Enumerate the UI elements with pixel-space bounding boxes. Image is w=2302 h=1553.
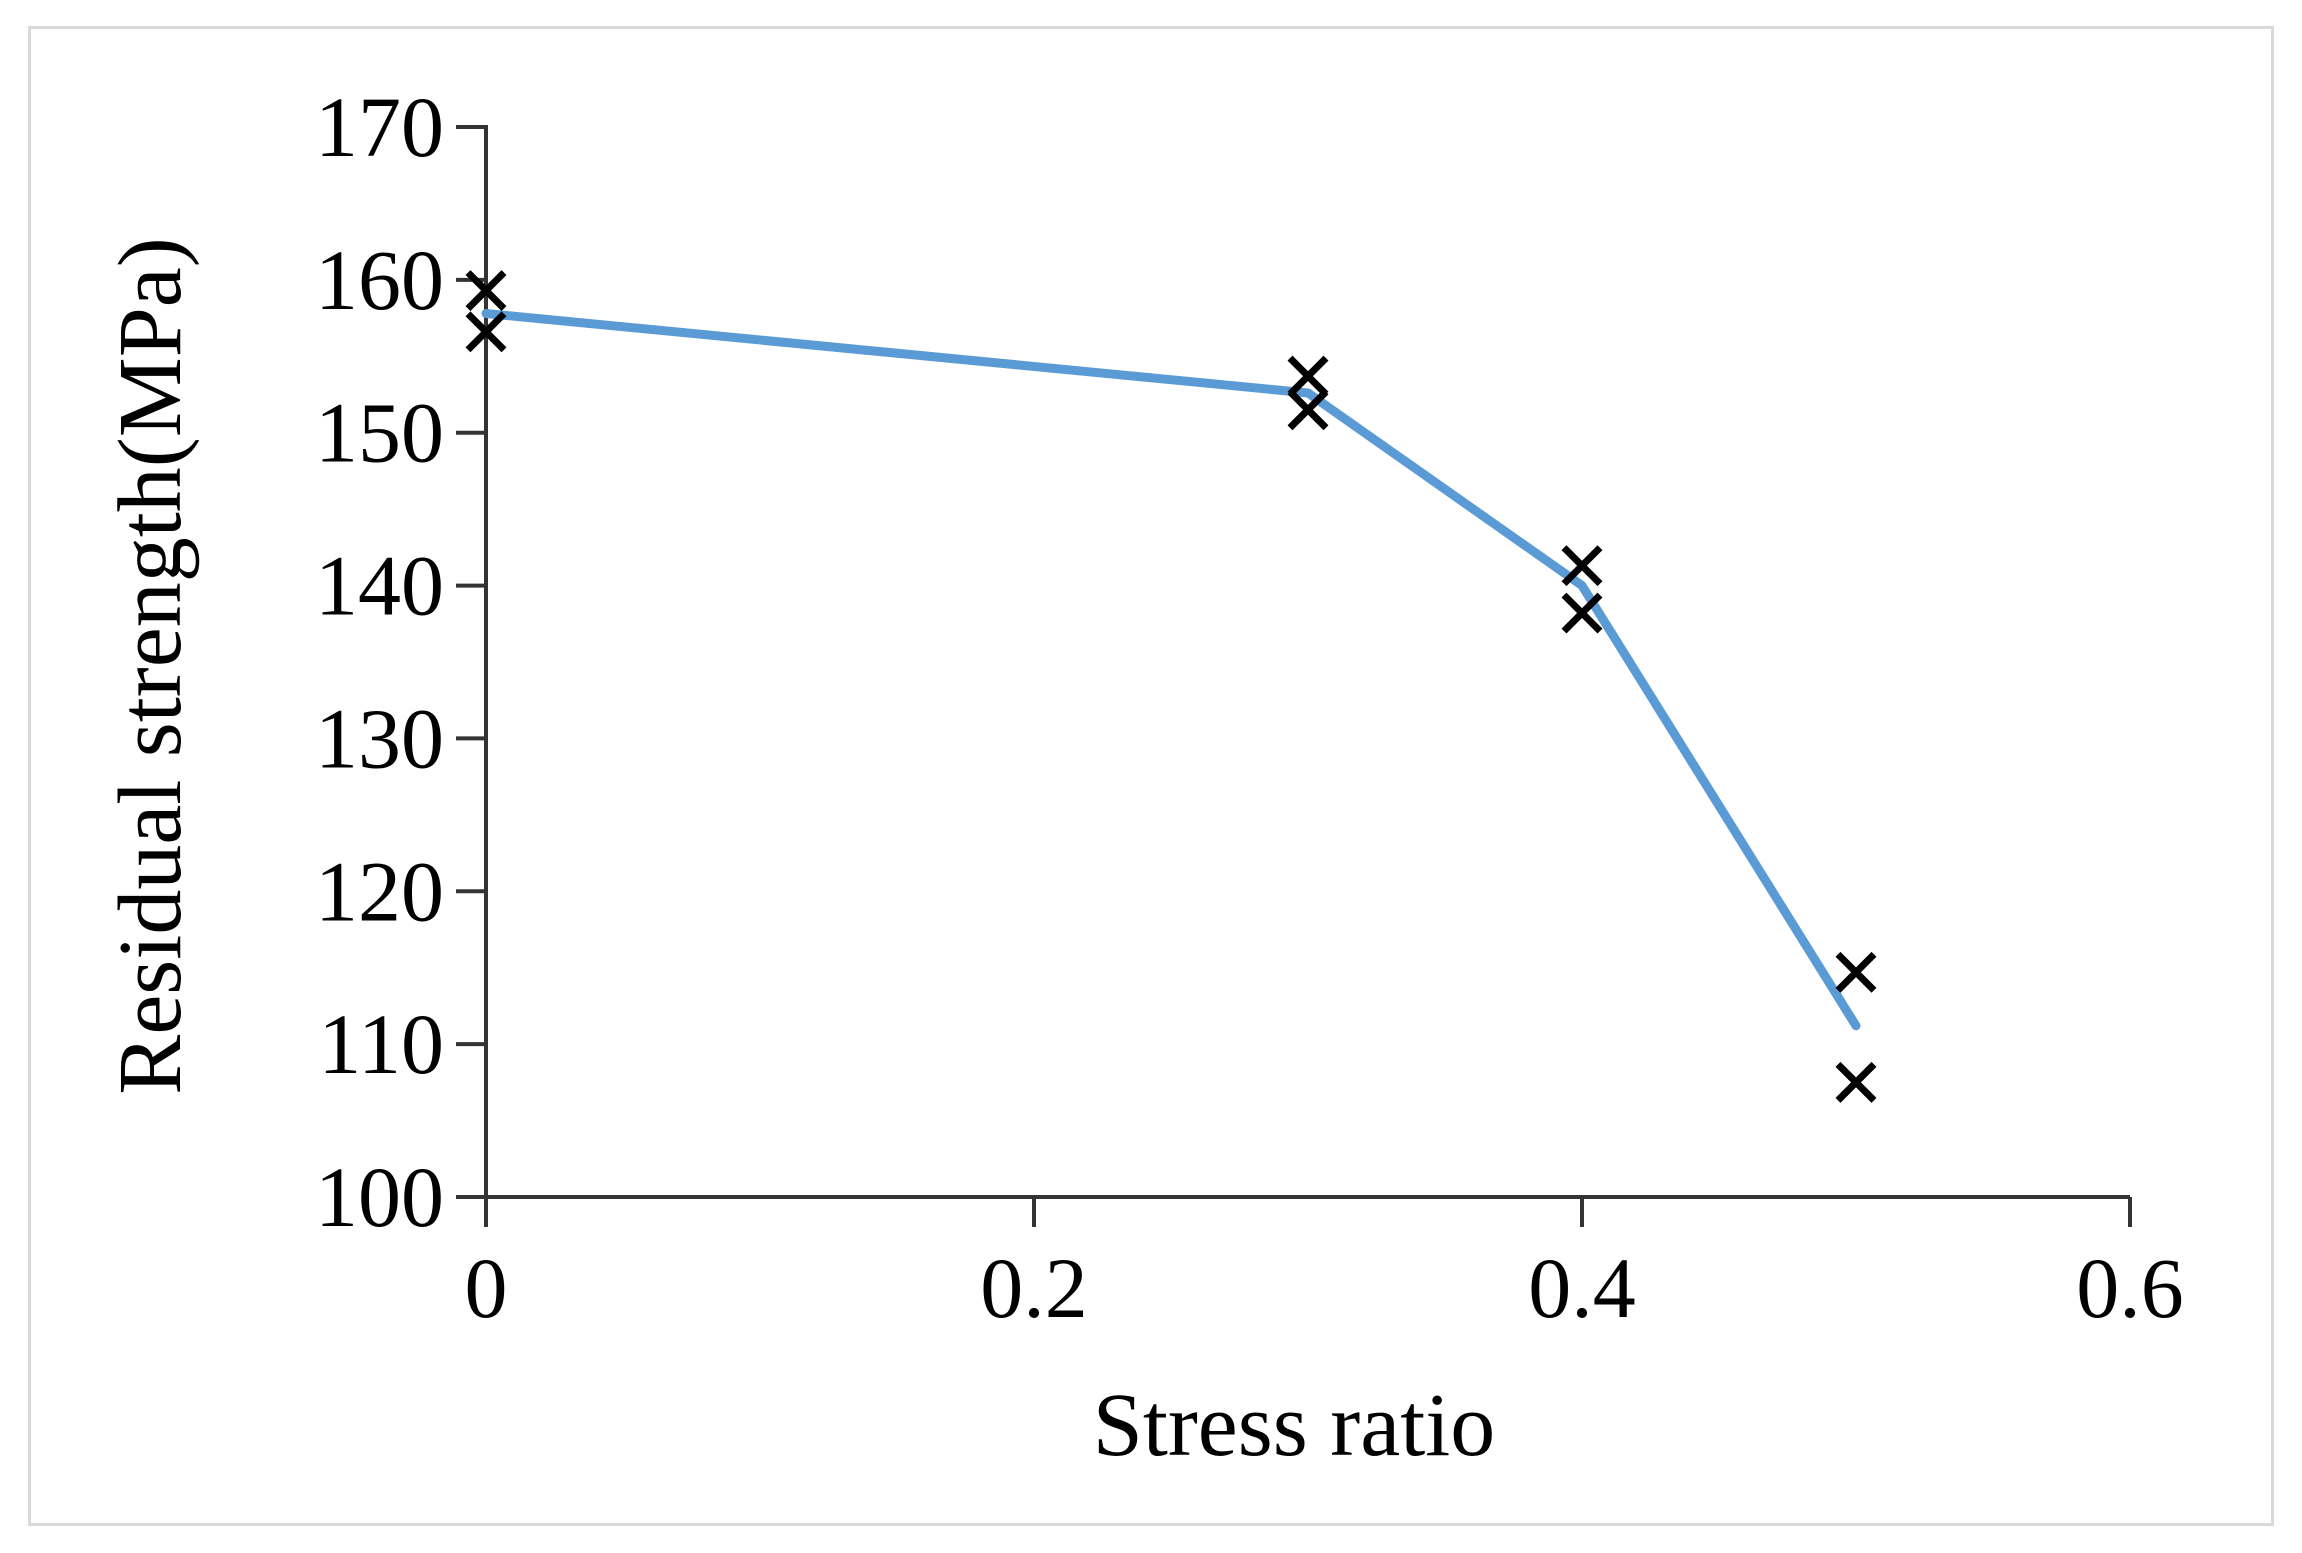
x-tick-label: 0.4 — [1528, 1240, 1636, 1336]
data-point-marker — [1835, 951, 1877, 993]
marker-stroke — [1287, 355, 1329, 397]
y-tick-label: 140 — [315, 538, 444, 634]
x-tick-label: 0.6 — [2076, 1240, 2184, 1336]
x-axis-ticks: 0 0.2 0.4 0.6 — [465, 1197, 2184, 1336]
x-tick-label: 0 — [465, 1240, 508, 1336]
y-tick-label: 120 — [315, 843, 444, 939]
data-point-marker — [1287, 355, 1329, 397]
marker-stroke — [1287, 389, 1329, 431]
data-point-marker — [1287, 389, 1329, 431]
y-tick-label: 150 — [315, 385, 444, 481]
y-tick-label: 100 — [315, 1149, 444, 1245]
marker-stroke — [1835, 1061, 1877, 1103]
y-axis-title: Residual strength(MPa) — [101, 237, 200, 1094]
marker-stroke — [1561, 545, 1603, 587]
data-point-marker — [1561, 545, 1603, 587]
series-line-path — [481, 308, 1861, 1031]
axes — [484, 125, 2130, 1199]
y-tick-label: 170 — [315, 79, 444, 175]
data-point-marker — [465, 311, 507, 353]
marker-stroke — [465, 270, 507, 312]
x-axis-title: Stress ratio — [1093, 1376, 1495, 1475]
marker-stroke — [465, 311, 507, 353]
y-tick-label: 160 — [315, 232, 444, 328]
y-axis-ticks: 100 110 120 130 140 150 160 170 — [315, 79, 486, 1245]
x-tick-label: 0.2 — [980, 1240, 1088, 1336]
data-point-marker — [1561, 592, 1603, 634]
scatter-series — [465, 270, 1877, 1103]
marker-stroke — [1835, 951, 1877, 993]
y-tick-label: 130 — [315, 690, 444, 786]
data-point-marker — [465, 270, 507, 312]
y-tick-label: 110 — [318, 996, 444, 1092]
chart-frame — [28, 26, 2274, 1526]
data-point-marker — [1835, 1061, 1877, 1103]
line-series — [481, 308, 1861, 1031]
marker-stroke — [1561, 592, 1603, 634]
